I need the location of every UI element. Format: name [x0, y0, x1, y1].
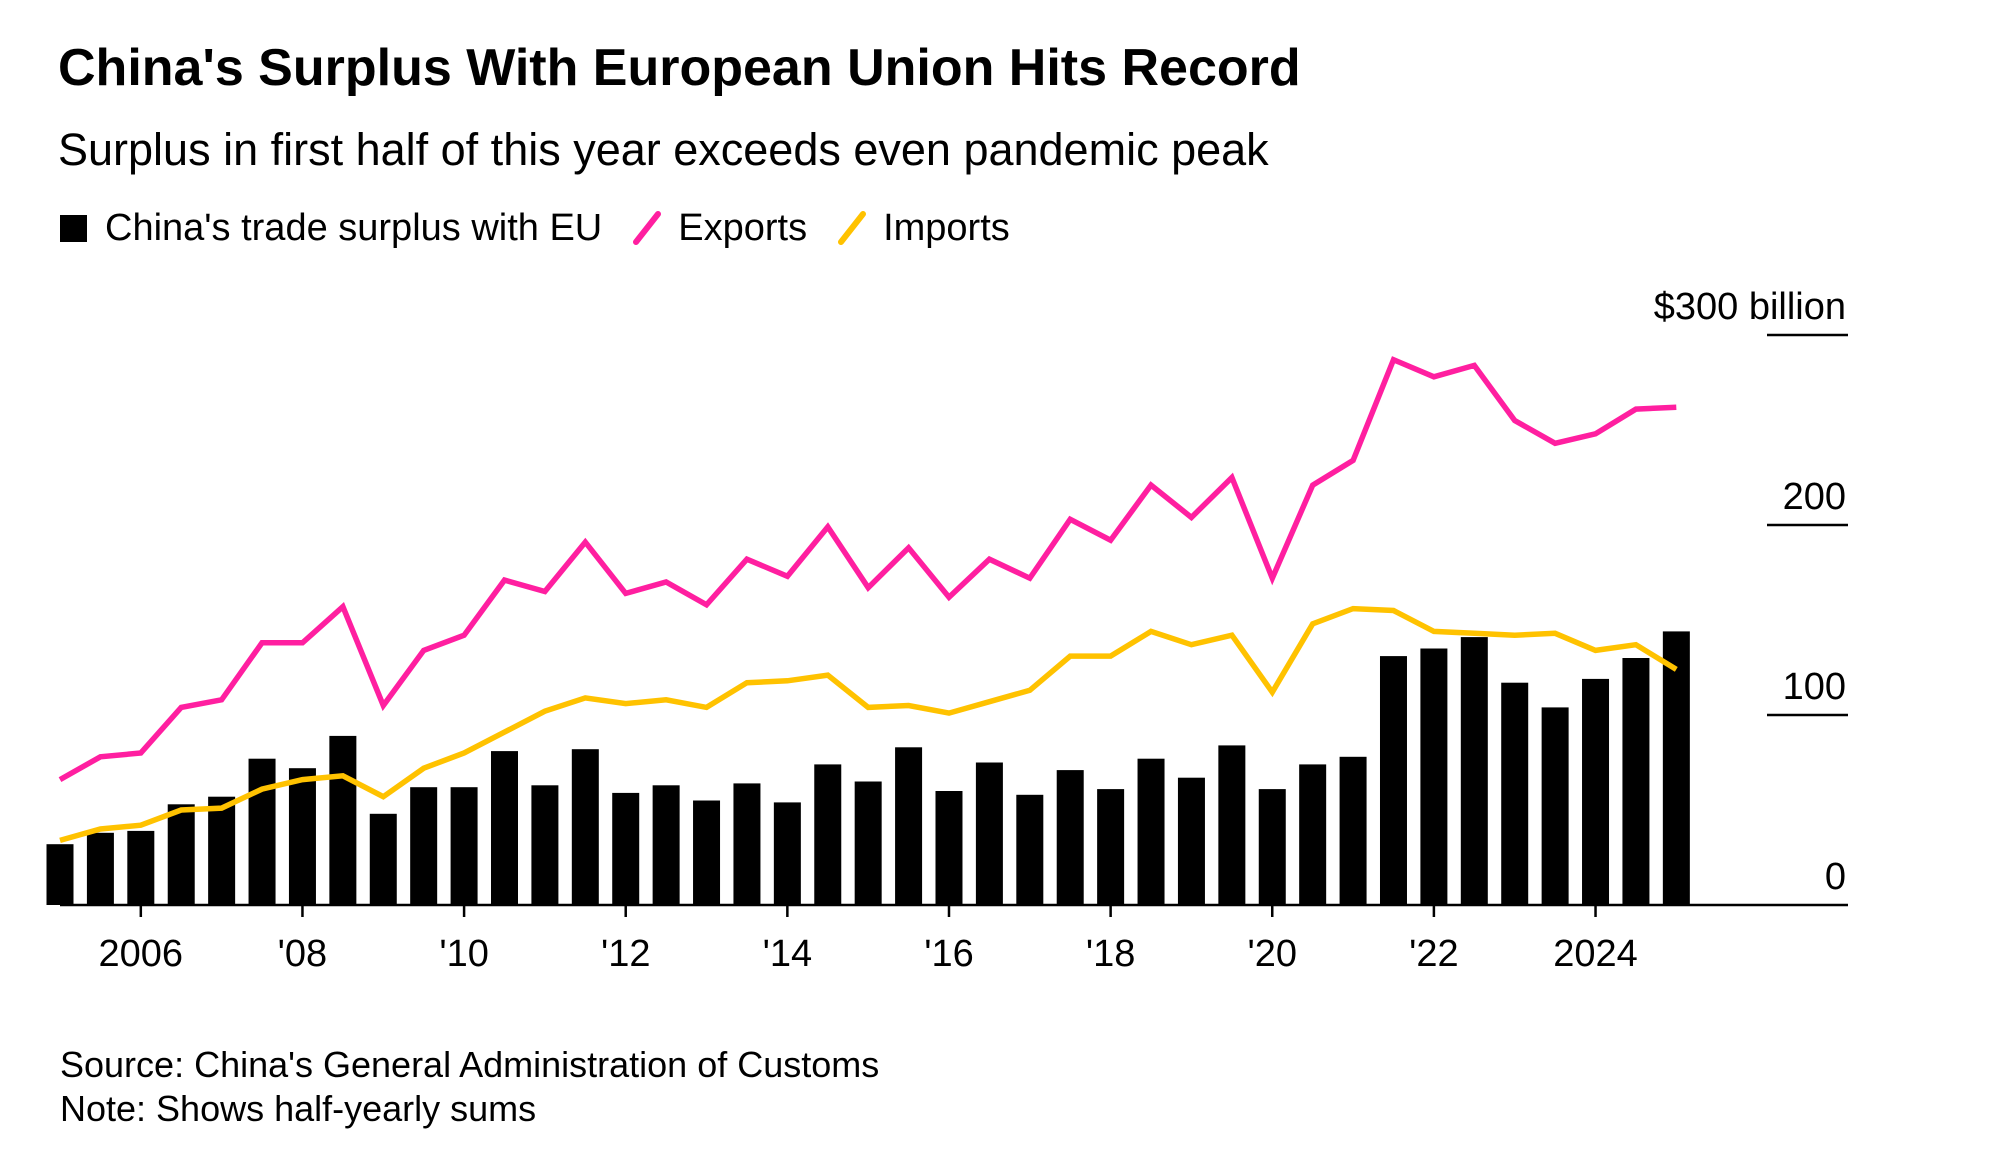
x-tick-label: 2006: [99, 933, 184, 975]
footnote: Note: Shows half-yearly sums: [60, 1088, 537, 1129]
surplus-bar: [935, 791, 963, 905]
surplus-bar: [127, 830, 155, 905]
x-tick-label: '10: [439, 933, 489, 975]
surplus-bar: [1137, 758, 1165, 905]
legend-bar-swatch: [60, 214, 87, 242]
surplus-bar: [1299, 764, 1327, 905]
surplus-bar: [1379, 656, 1407, 905]
surplus-bar: [86, 832, 114, 905]
surplus-bar: [369, 813, 397, 905]
legend-item-exports: Exports: [632, 207, 807, 250]
chart-title: China's Surplus With European Union Hits…: [58, 39, 1301, 97]
surplus-bar: [248, 758, 276, 905]
surplus-bar: [1339, 756, 1367, 905]
surplus-bar: [1016, 794, 1044, 905]
surplus-bar: [733, 783, 761, 905]
surplus-bar: [1662, 631, 1690, 905]
chart-plot: 0 100 200 $300 billion 2006 '08 '10 '12 '14 '16 '…: [46, 286, 1848, 975]
surplus-bar: [1097, 789, 1125, 905]
surplus-bar: [1258, 789, 1286, 905]
surplus-bar: [1541, 707, 1569, 905]
legend-item-imports: Imports: [837, 207, 1010, 250]
source-note: Source: China's General Administration o…: [60, 1044, 880, 1085]
x-axis: 2006 '08 '10 '12 '14 '16 '18 '20 '22 2024: [60, 903, 1848, 975]
x-tick-label: '14: [763, 933, 813, 975]
surplus-bar: [1501, 682, 1529, 905]
surplus-bar: [1420, 648, 1448, 905]
trade-lines: [58, 356, 1678, 844]
chart-subtitle: Surplus in first half of this year excee…: [58, 124, 1269, 175]
surplus-bar: [329, 735, 357, 905]
legend-exports-swatch: [633, 211, 662, 245]
surplus-bar: [1460, 637, 1488, 905]
surplus-bar: [1218, 745, 1246, 905]
legend-label-surplus: China's trade surplus with EU: [105, 206, 603, 249]
y-axis: 0 100 200 $300 billion: [1654, 286, 1848, 898]
imports-line: [59, 605, 1678, 844]
surplus-bar: [773, 802, 801, 905]
legend-label-imports: Imports: [883, 206, 1010, 249]
surplus-bar: [167, 804, 195, 905]
exports-line: [58, 356, 1677, 782]
x-tick-label: 2024: [1553, 933, 1638, 975]
x-tick-label: '12: [601, 933, 651, 975]
y-tick-label: 0: [1825, 856, 1846, 898]
x-tick-label: '22: [1409, 933, 1459, 975]
surplus-bar: [652, 785, 680, 905]
legend: China's trade surplus with EU Exports Im…: [60, 204, 1040, 252]
y-tick-label: $300 billion: [1654, 286, 1846, 328]
surplus-bar: [490, 751, 518, 905]
surplus-bars: [46, 631, 1690, 905]
x-tick-label: '08: [278, 933, 328, 975]
legend-label-exports: Exports: [678, 206, 808, 249]
surplus-bar: [814, 764, 842, 905]
surplus-bar: [854, 781, 882, 905]
surplus-bar: [208, 796, 236, 905]
surplus-bar: [571, 749, 599, 905]
surplus-bar: [531, 785, 559, 905]
surplus-bar: [693, 800, 721, 905]
surplus-bar: [450, 787, 478, 905]
surplus-bar: [288, 768, 316, 905]
surplus-bar: [612, 792, 640, 905]
surplus-bar: [1177, 777, 1205, 905]
surplus-bar: [1622, 658, 1650, 905]
surplus-bar: [975, 762, 1003, 905]
surplus-bar: [410, 787, 438, 905]
surplus-bar: [46, 844, 74, 905]
surplus-bar: [1582, 678, 1610, 905]
surplus-bar: [895, 747, 923, 905]
y-tick-label: 200: [1783, 476, 1846, 518]
surplus-bar: [1056, 770, 1084, 905]
y-tick-label: 100: [1783, 666, 1846, 708]
x-tick-label: '16: [924, 933, 974, 975]
legend-imports-swatch: [838, 211, 867, 245]
x-tick-label: '20: [1247, 933, 1297, 975]
x-tick-label: '18: [1086, 933, 1136, 975]
legend-item-surplus: China's trade surplus with EU: [60, 207, 602, 250]
